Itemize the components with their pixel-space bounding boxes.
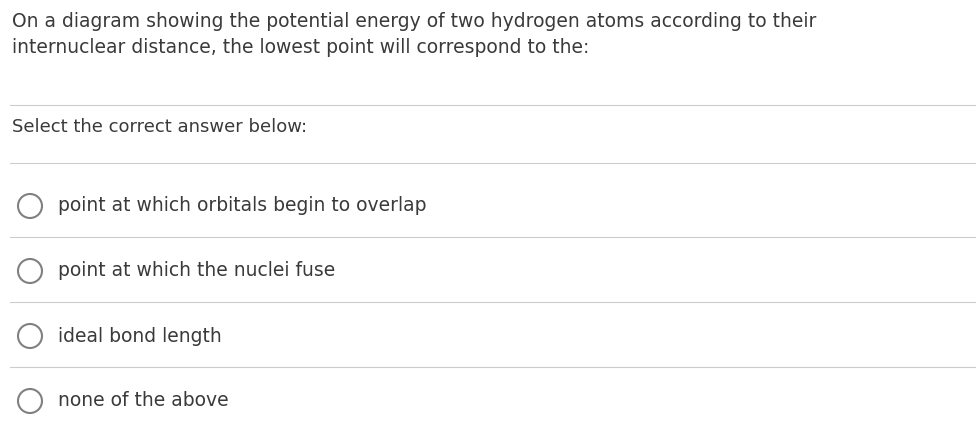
Text: point at which orbitals begin to overlap: point at which orbitals begin to overlap (58, 196, 427, 215)
Text: point at which the nuclei fuse: point at which the nuclei fuse (58, 262, 335, 281)
Text: On a diagram showing the potential energy of two hydrogen atoms according to the: On a diagram showing the potential energ… (12, 12, 816, 31)
Text: Select the correct answer below:: Select the correct answer below: (12, 118, 307, 136)
Text: internuclear distance, the lowest point will correspond to the:: internuclear distance, the lowest point … (12, 38, 590, 57)
Text: none of the above: none of the above (58, 392, 228, 411)
Text: ideal bond length: ideal bond length (58, 326, 222, 345)
